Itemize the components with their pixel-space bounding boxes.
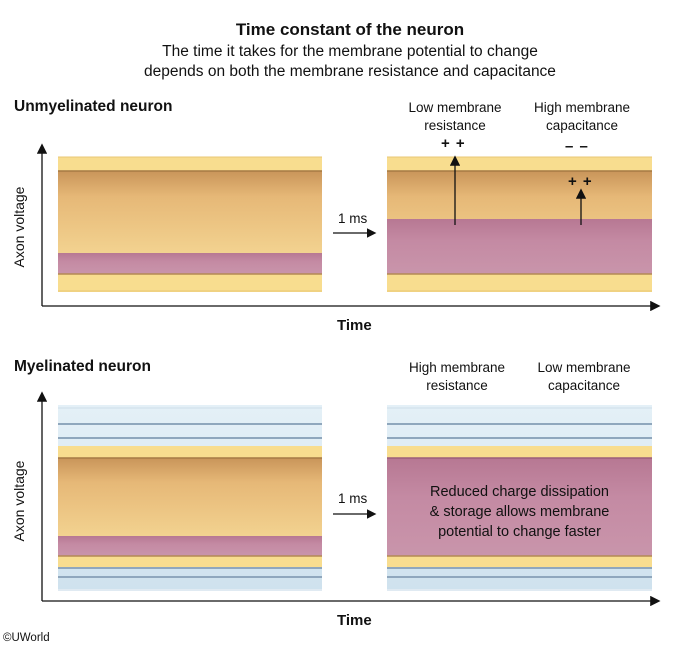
bottom-left-label-line-1: High membrane <box>408 360 506 375</box>
figure-subtitle: The time it takes for the membrane poten… <box>0 42 700 82</box>
top-y-axis-label: Axon voltage <box>11 186 27 268</box>
bottom-right-label-line-2: capacitance <box>547 378 621 393</box>
bottom-x-axis-label: Time <box>337 612 372 629</box>
top-interval-label: 1 ms <box>338 211 368 226</box>
explanation-line-2: & storage allows membrane <box>429 504 610 520</box>
top-left-label-line-1: Low membrane <box>408 100 502 115</box>
bottom-left-label: High membrane resistance <box>387 359 527 395</box>
bottom-interval-label: 1 ms <box>338 491 368 506</box>
top-right-label: High membrane capacitance <box>512 99 652 135</box>
negative-charges-outside: – – <box>565 138 589 155</box>
subtitle-line-1: The time it takes for the membrane poten… <box>162 43 538 60</box>
explanation-line-1: Reduced charge dissipation <box>430 484 609 500</box>
subtitle-line-2: depends on both the membrane resistance … <box>144 63 556 80</box>
bottom-y-axis-label: Axon voltage <box>11 460 27 542</box>
top-right-label-line-2: capacitance <box>545 118 619 133</box>
figure-title: Time constant of the neuron <box>235 20 465 39</box>
top-left-label: Low membrane resistance <box>385 99 525 135</box>
positive-charges-outside: + + <box>441 135 466 152</box>
top-left-label-line-2: resistance <box>424 118 486 133</box>
faster-change-explanation: Reduced charge dissipation & storage all… <box>387 482 652 542</box>
myelinated-heading: Myelinated neuron <box>14 358 151 375</box>
top-right-axon-panel <box>387 156 652 292</box>
copyright-credit: ©UWorld <box>3 632 50 644</box>
top-right-label-line-1: High membrane <box>533 100 631 115</box>
bottom-right-label: Low membrane capacitance <box>509 359 659 395</box>
bottom-left-label-line-2: resistance <box>426 378 488 393</box>
explanation-line-3: potential to change faster <box>438 524 601 540</box>
bottom-right-label-line-1: Low membrane <box>537 360 631 375</box>
bottom-right-axon-panel <box>387 405 652 591</box>
top-left-axon-panel <box>58 156 322 292</box>
unmyelinated-heading: Unmyelinated neuron <box>14 98 173 115</box>
top-x-axis-label: Time <box>337 317 372 334</box>
positive-charges-inside: + + <box>568 173 593 190</box>
bottom-left-axon-panel <box>58 405 322 591</box>
